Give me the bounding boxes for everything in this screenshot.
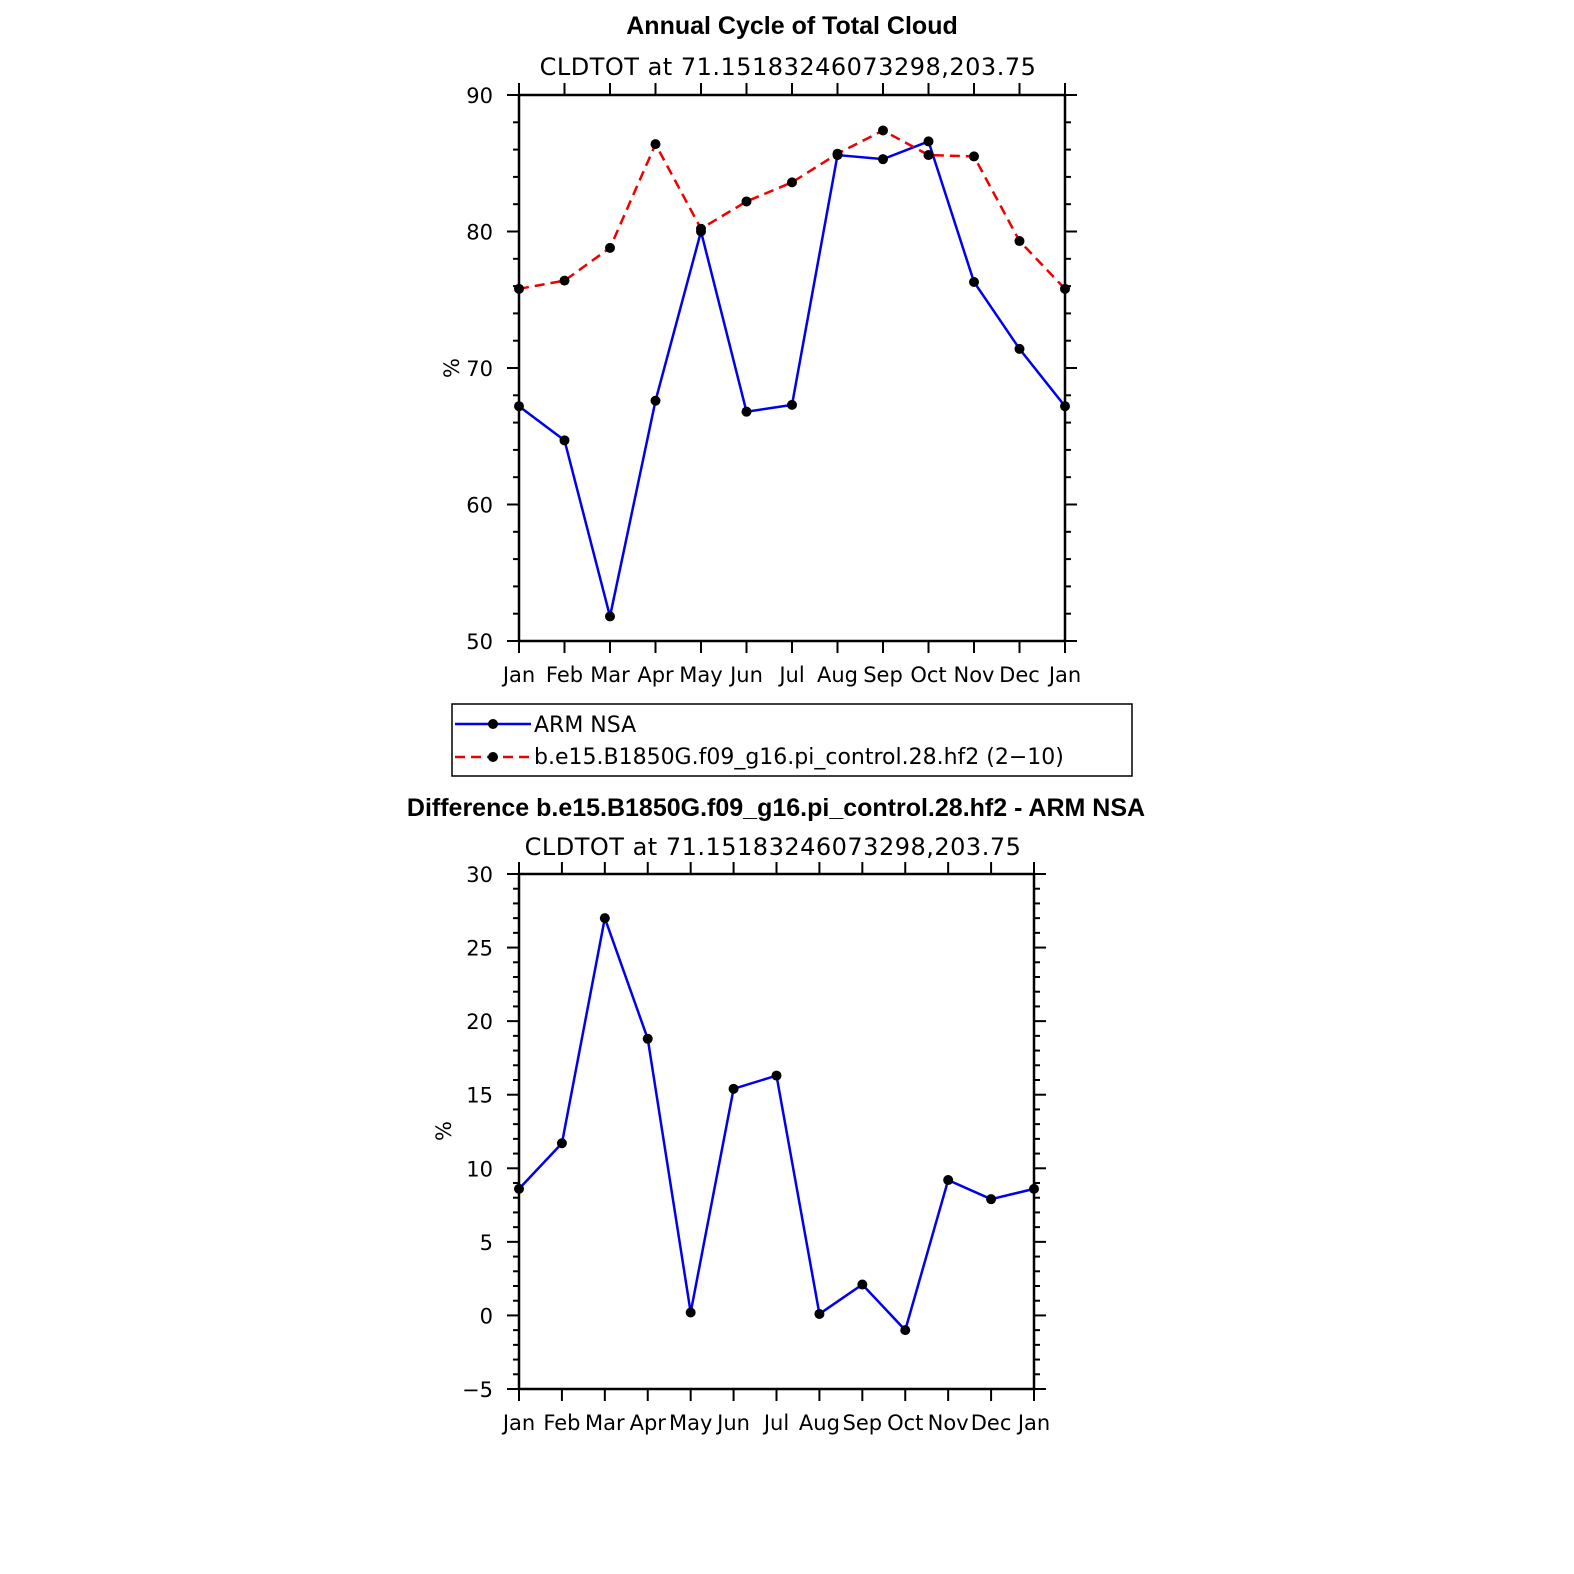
chart1-ytick-label: 90 <box>466 84 493 108</box>
chart2-ytick-label: 15 <box>466 1084 493 1108</box>
chart2-ytick-label: 25 <box>466 937 493 961</box>
chart2-series-line-0 <box>518 913 1035 1333</box>
chart1-plot-frame <box>517 93 1067 643</box>
chart2-ytick-label: 5 <box>480 1231 493 1255</box>
chart1-ytick-label: 60 <box>466 494 493 518</box>
chart2-series-0-point <box>771 1070 782 1081</box>
chart1-series-0-point <box>923 136 934 147</box>
chart1-xtick-label: Jul <box>777 663 804 687</box>
chart1-series-1-point <box>514 283 524 294</box>
chart1-xtick-label: Nov <box>954 663 995 687</box>
chart2-series-0-point <box>814 1308 825 1319</box>
chart2-xtick-label: Jul <box>762 1411 789 1435</box>
chart2-xtick-label: Jan <box>1016 1411 1050 1435</box>
chart1-series-1-point <box>650 139 661 150</box>
chart1-series-1-point <box>923 150 934 161</box>
chart1-series-0-point <box>1014 343 1025 354</box>
chart2-ytick-label: 30 <box>466 863 493 887</box>
chart2-xtick-label: Feb <box>543 1411 580 1435</box>
legend-model-marker <box>488 752 498 762</box>
chart2-series-0-point <box>685 1307 696 1318</box>
chart1-series-1-point <box>696 223 706 234</box>
chart2-series-0-point <box>642 1033 653 1044</box>
chart1-xtick-label: Oct <box>910 663 946 687</box>
chart2-series-0-point <box>986 1194 997 1205</box>
chart2-y-axis-label: % <box>432 1121 456 1141</box>
chart1-series-line-1 <box>518 129 1066 291</box>
chart1-xtick-label: Jan <box>501 663 535 687</box>
chart1-series-1-point <box>559 275 570 286</box>
chart2-xtick-label: Nov <box>928 1411 969 1435</box>
chart2-subtitle: CLDTOT at 71.15183246073298,203.75 <box>525 833 1022 861</box>
chart2-ytick-label: 0 <box>480 1304 493 1328</box>
chart1-series-0-point <box>650 395 661 406</box>
chart1-ytick-label: 70 <box>466 357 493 381</box>
chart2-series-0-point <box>857 1279 868 1290</box>
chart2-xtick-label: Mar <box>585 1411 625 1435</box>
chart1-series-1-point <box>787 177 797 188</box>
chart1-series-1-point <box>878 125 888 136</box>
chart2-plot-frame <box>517 872 1036 1391</box>
chart2-title: Difference b.e15.B1850G.f09_g16.pi_contr… <box>407 794 1145 822</box>
chart1-series-1-point <box>832 148 843 159</box>
chart1-series-0-point <box>787 399 797 410</box>
chart2-xtick-label: May <box>669 1411 712 1435</box>
chart1-series-1-point <box>1014 236 1025 247</box>
chart2-series-0-point <box>728 1083 739 1094</box>
chart1-ytick-label: 50 <box>466 630 493 654</box>
chart1-series-0-point <box>514 401 524 412</box>
chart2-xtick-label: Sep <box>843 1411 883 1435</box>
chart2-series-0-point <box>514 1183 524 1194</box>
chart2-xtick-label: Oct <box>887 1411 923 1435</box>
chart1-xtick-label: May <box>679 663 722 687</box>
chart1-series-line-0 <box>518 139 1066 617</box>
chart2-series-0-point <box>599 913 610 924</box>
chart1-series-0-point <box>605 611 615 622</box>
chart2-xtick-label: Aug <box>799 1411 840 1435</box>
chart1-ytick-label: 80 <box>466 221 493 245</box>
chart1-series-1-point <box>741 196 752 207</box>
chart2-series-0-point <box>556 1138 567 1149</box>
chart1-series-0-point <box>1060 401 1070 412</box>
chart1-xtick-label: Aug <box>817 663 858 687</box>
chart1-subtitle: CLDTOT at 71.15183246073298,203.75 <box>540 53 1037 81</box>
chart1-title: Annual Cycle of Total Cloud <box>626 12 957 40</box>
chart2-series-0-point <box>1029 1183 1039 1194</box>
chart2-xtick-label: Jan <box>501 1411 535 1435</box>
chart2-ytick-label: −5 <box>462 1378 493 1402</box>
chart1-legend: ARM NSA b.e15.B1850G.f09_g16.pi_control.… <box>451 703 1133 777</box>
chart2-xtick-label: Jun <box>715 1411 750 1435</box>
chart2-series-0-point <box>900 1325 911 1336</box>
chart1-series-1-point <box>605 242 615 253</box>
chart1-xtick-label: Jan <box>1047 663 1081 687</box>
chart2-ytick-label: 20 <box>466 1010 493 1034</box>
chart2-series-0-point <box>943 1175 954 1186</box>
chart2-xtick-label: Apr <box>630 1411 667 1435</box>
chart1-xtick-label: Sep <box>863 663 903 687</box>
chart1-series-0-point <box>878 154 888 165</box>
annual-cycle-chart: Annual Cycle of Total Cloud CLDTOT at 71… <box>440 12 1081 687</box>
chart1-series-1-point <box>1060 283 1070 294</box>
legend-model-label: b.e15.B1850G.f09_g16.pi_control.28.hf2 (… <box>534 745 1064 770</box>
chart2-xtick-label: Dec <box>971 1411 1012 1435</box>
legend-arm-nsa-label: ARM NSA <box>534 713 636 738</box>
difference-chart: Difference b.e15.B1850G.f09_g16.pi_contr… <box>407 794 1145 1435</box>
chart1-xtick-label: Jun <box>728 663 763 687</box>
chart1-series-0-point <box>559 435 570 446</box>
chart1-xtick-label: Mar <box>590 663 630 687</box>
chart1-xtick-label: Feb <box>546 663 583 687</box>
chart1-xtick-label: Apr <box>637 663 674 687</box>
chart1-y-axis-label: % <box>440 358 464 378</box>
chart1-series-1-point <box>969 151 979 162</box>
chart2-ytick-label: 10 <box>466 1157 493 1181</box>
chart1-series-0-point <box>969 277 979 288</box>
chart1-series-0-point <box>741 406 752 417</box>
chart1-xtick-label: Dec <box>999 663 1040 687</box>
legend-arm-nsa-marker <box>488 719 498 729</box>
legend-box <box>451 703 1133 777</box>
